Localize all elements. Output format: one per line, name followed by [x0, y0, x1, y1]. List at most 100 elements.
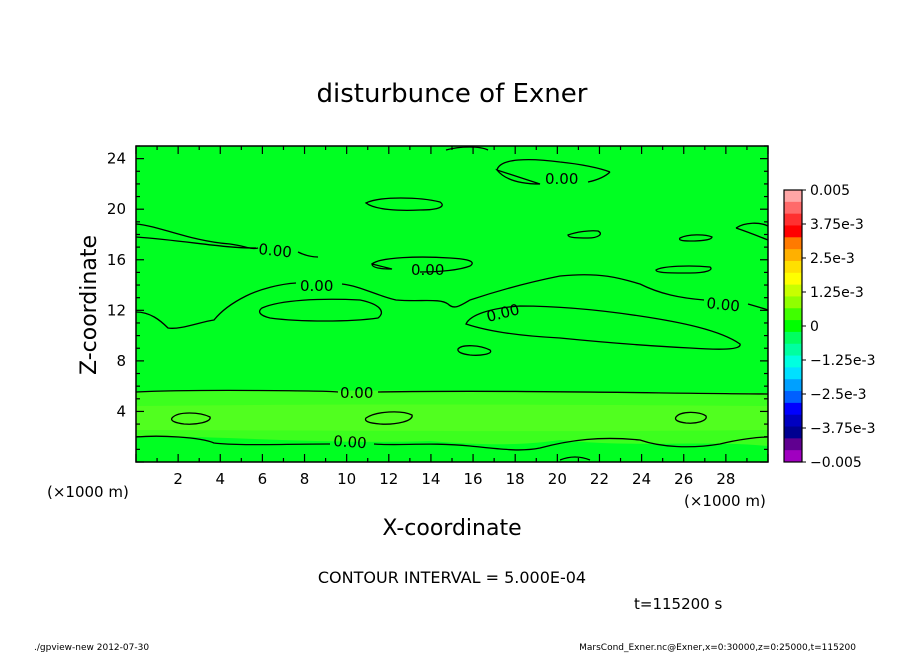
- plot-area: [136, 146, 768, 462]
- x-tick-label: 18: [506, 470, 525, 488]
- contour-label: 0.00: [411, 261, 444, 279]
- colorbar-swatch: [784, 308, 802, 321]
- colorbar-swatch: [784, 320, 802, 333]
- colorbar-swatch: [784, 391, 802, 404]
- x-tick-label: 20: [548, 470, 567, 488]
- contour-line: [135, 435, 769, 451]
- colorbar-swatch: [784, 225, 802, 238]
- contour-line: [135, 389, 769, 395]
- colorbar-swatch: [784, 190, 802, 203]
- colorbar-swatch: [784, 367, 802, 380]
- colorbar: [783, 189, 806, 463]
- colorbar-swatch: [784, 213, 802, 226]
- colorbar-swatch: [784, 296, 802, 309]
- colorbar-label: 1.25e-3: [810, 285, 864, 301]
- contour-label: 0.00: [300, 277, 333, 295]
- x-tick-label: 4: [215, 470, 225, 488]
- contour-line: [567, 230, 602, 239]
- x-axis-ticks: [135, 146, 769, 462]
- colorbar-label: −3.75e-3: [810, 421, 875, 437]
- colorbar-swatch: [784, 438, 802, 451]
- contour-line: [258, 298, 383, 322]
- colorbar-label: 3.75e-3: [810, 217, 864, 233]
- contour-line: [341, 274, 705, 308]
- colorbar-label: −1.25e-3: [810, 353, 875, 369]
- contour-label: 0.00: [340, 384, 373, 402]
- contour-label: 0.00: [545, 170, 578, 188]
- colorbar-label: −0.005: [810, 455, 862, 471]
- colorbar-swatch: [784, 426, 802, 439]
- x-unit-right: (×1000 m): [684, 492, 766, 510]
- contour-line: [135, 236, 257, 249]
- y-tick-label: 4: [116, 402, 126, 420]
- contour-interval-text: CONTOUR INTERVAL = 5.000E-04: [318, 568, 586, 587]
- colorbar-swatch: [784, 355, 802, 368]
- x-tick-label: 10: [337, 470, 356, 488]
- contour-line: [674, 411, 707, 424]
- x-tick-label: 6: [258, 470, 268, 488]
- colorbar-swatch: [784, 379, 802, 392]
- colorbar-swatch: [784, 402, 802, 416]
- colorbar-label: 0.005: [810, 183, 850, 199]
- contour-line: [170, 412, 211, 425]
- contour-label: 0.00: [706, 294, 741, 315]
- y-tick-label: 20: [107, 200, 126, 218]
- field-low-band-bright: [136, 404, 768, 432]
- x-tick-label: 28: [716, 470, 735, 488]
- colorbar-swatch: [784, 237, 802, 250]
- y-tick-label: 8: [116, 352, 126, 370]
- contour-line: [457, 345, 492, 356]
- contour-line: [465, 305, 741, 350]
- colorbar-swatch: [784, 414, 802, 428]
- contour-line: [655, 265, 712, 274]
- x-unit-left: (×1000 m): [47, 483, 129, 501]
- x-tick-label: 26: [674, 470, 693, 488]
- contour-line: [371, 256, 473, 273]
- x-tick-label: 22: [590, 470, 609, 488]
- contour-label: 0.00: [333, 432, 368, 452]
- y-tick-label: 16: [107, 251, 126, 269]
- y-axis-ticks: [136, 145, 768, 463]
- x-tick-label: 24: [632, 470, 651, 488]
- x-tick-label: 2: [173, 470, 183, 488]
- colorbar-label: 2.5e-3: [810, 251, 855, 267]
- contour-line: [495, 158, 611, 185]
- time-text: t=115200 s: [634, 595, 722, 613]
- x-axis-label: X-coordinate: [382, 516, 521, 541]
- contour-lines: [135, 146, 769, 461]
- footer-right: MarsCond_Exner.nc@Exner,x=0:30000,z=0:25…: [579, 643, 856, 653]
- x-tick-label: 8: [300, 470, 310, 488]
- colorbar-swatch: [784, 201, 802, 215]
- y-axis-tick-labels: 4 8 12 16 20 24: [107, 150, 126, 421]
- contour-line: [364, 411, 413, 425]
- chart-title: disturbunce of Exner: [317, 79, 588, 109]
- colorbar-swatch: [784, 331, 802, 345]
- y-axis-label: Z-coordinate: [77, 235, 102, 375]
- x-tick-label: 14: [421, 470, 440, 488]
- colorbar-swatch: [784, 284, 802, 297]
- contour-line: [747, 303, 769, 311]
- y-tick-label: 24: [107, 150, 126, 168]
- y-tick-label: 12: [107, 301, 126, 319]
- footer-left: ./gpview-new 2012-07-30: [34, 643, 149, 653]
- contour-line: [364, 197, 443, 211]
- colorbar-swatch: [784, 343, 802, 357]
- colorbar-label: 0: [810, 319, 819, 335]
- colorbar-swatch: [784, 260, 802, 274]
- colorbar-swatch: [784, 249, 802, 262]
- colorbar-label: −2.5e-3: [810, 387, 867, 403]
- x-tick-label: 16: [464, 470, 483, 488]
- colorbar-swatch: [784, 272, 802, 286]
- contour-line: [445, 146, 489, 151]
- contour-line: [735, 222, 769, 241]
- x-axis-tick-labels: 2 4 6 8 10 12 14 16 18 20 22 24 26 28: [173, 470, 735, 488]
- colorbar-swatch: [784, 450, 802, 463]
- contour-line: [559, 456, 591, 461]
- x-tick-label: 12: [379, 470, 398, 488]
- contour-line: [678, 234, 713, 242]
- contour-labels: 0.00 0.00 0.00 0.00 0.00 0.00 0.00 0.00: [258, 170, 741, 452]
- colorbar-labels: 0.005 3.75e-3 2.5e-3 1.25e-3 0 −1.25e-3 −2.5e-…: [810, 183, 875, 471]
- contour-line: [135, 282, 297, 329]
- contour-label: 0.00: [258, 240, 293, 261]
